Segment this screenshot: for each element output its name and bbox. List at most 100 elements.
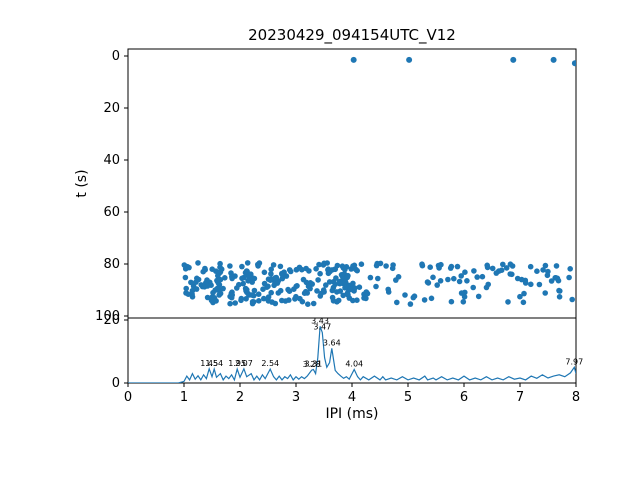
scatter-point (363, 289, 370, 295)
scatter-point (260, 286, 266, 293)
scatter-point (556, 287, 562, 294)
y-tick-label: 20 (103, 101, 120, 116)
peak-annotation: 2.07 (235, 359, 253, 368)
scatter-point (293, 293, 299, 300)
scatter-point (521, 290, 527, 297)
ipi-line (128, 326, 576, 383)
scatter-point (238, 297, 244, 304)
y-tick-label: 40 (103, 153, 120, 168)
scatter-point (220, 285, 226, 292)
y-tick-label: 0 (112, 376, 120, 391)
scatter-point (310, 300, 317, 307)
scatter-point (350, 263, 356, 269)
x-tick-label: 6 (460, 390, 468, 405)
scatter-point (554, 275, 561, 282)
scatter-point (305, 301, 311, 308)
scatter-point (556, 294, 563, 300)
scatter-point (213, 298, 219, 304)
scatter-point (301, 290, 308, 297)
scatter-point (354, 297, 360, 304)
scatter-point (185, 291, 192, 298)
scatter-point (445, 276, 451, 283)
scatter-point (272, 275, 279, 281)
peak-annotation: 3.31 (304, 359, 322, 368)
scatter-point (483, 284, 490, 291)
scatter-point (186, 264, 192, 271)
scatter-point (503, 265, 510, 271)
scatter-point (279, 297, 285, 304)
scatter-point (430, 274, 436, 281)
peak-annotation: 3.43 (311, 316, 329, 325)
scatter-point (330, 278, 337, 285)
scatter-point (239, 275, 245, 282)
scatter-point (534, 268, 540, 275)
y-tick-label: 100 (95, 309, 120, 324)
scatter-point (373, 262, 380, 269)
scatter-point (305, 283, 312, 290)
scatter-point (268, 266, 275, 273)
scatter-point (553, 263, 560, 269)
scatter-point (520, 299, 527, 306)
scatter-point (181, 262, 188, 268)
scatter-point (182, 274, 189, 281)
scatter-point (210, 289, 216, 296)
scatter-point (410, 294, 417, 301)
scatter-point (232, 300, 238, 306)
scatter-point (208, 297, 215, 304)
scatter-point (528, 281, 534, 288)
scatter-point (458, 290, 465, 296)
peak-annotation: 2.54 (261, 359, 279, 368)
peak-annotation: 3.47 (313, 323, 331, 332)
y-tick-label: 80 (103, 257, 120, 272)
scatter-point (434, 282, 441, 288)
scatter-point (458, 273, 465, 279)
scatter-point (456, 278, 463, 285)
scatter-point (240, 280, 246, 287)
chart-title: 20230429_094154UTC_V12 (248, 26, 456, 45)
scatter-point (544, 272, 551, 279)
scatter-point (340, 292, 347, 299)
scatter-point (464, 278, 470, 284)
scatter-point (419, 261, 425, 268)
scatter-point (268, 271, 274, 277)
scatter-point (227, 300, 233, 307)
peak-annotation: 3.64 (323, 338, 341, 347)
scatter-point (345, 272, 351, 279)
scatter-point (239, 263, 245, 270)
scatter-point (350, 56, 357, 63)
scatter-point (428, 295, 435, 302)
x-axis-label: IPI (ms) (325, 406, 378, 422)
scatter-point (329, 294, 336, 301)
scatter-point (421, 297, 428, 303)
scatter-point (542, 262, 549, 269)
scatter-point (201, 284, 208, 290)
scatter-point (244, 260, 251, 266)
scatter-point (286, 267, 293, 273)
scatter-point (245, 277, 251, 284)
scatter-point (569, 296, 575, 303)
scatter-point (350, 297, 356, 304)
scatter-point (335, 297, 342, 304)
scatter-point (321, 260, 327, 267)
scatter-point (300, 276, 307, 283)
scatter-point (448, 298, 455, 305)
peak-annotation: 4.04 (345, 359, 363, 368)
scatter-point (571, 60, 576, 67)
scatter-point (389, 265, 396, 272)
scatter-point (548, 278, 555, 284)
scatter-point (209, 266, 215, 273)
y-tick-label: 0 (112, 49, 120, 64)
scatter-point (254, 261, 261, 268)
scatter-point (435, 262, 442, 269)
scatter-point (338, 272, 345, 278)
scatter-point (265, 294, 272, 300)
scatter-point (352, 285, 358, 291)
scatter-point (293, 283, 300, 290)
scatter-point (460, 299, 467, 305)
scatter-point (261, 269, 268, 276)
scatter-point (500, 261, 506, 268)
scatter-point (243, 296, 249, 302)
scatter-point (244, 268, 250, 275)
x-tick-label: 2 (236, 390, 244, 405)
